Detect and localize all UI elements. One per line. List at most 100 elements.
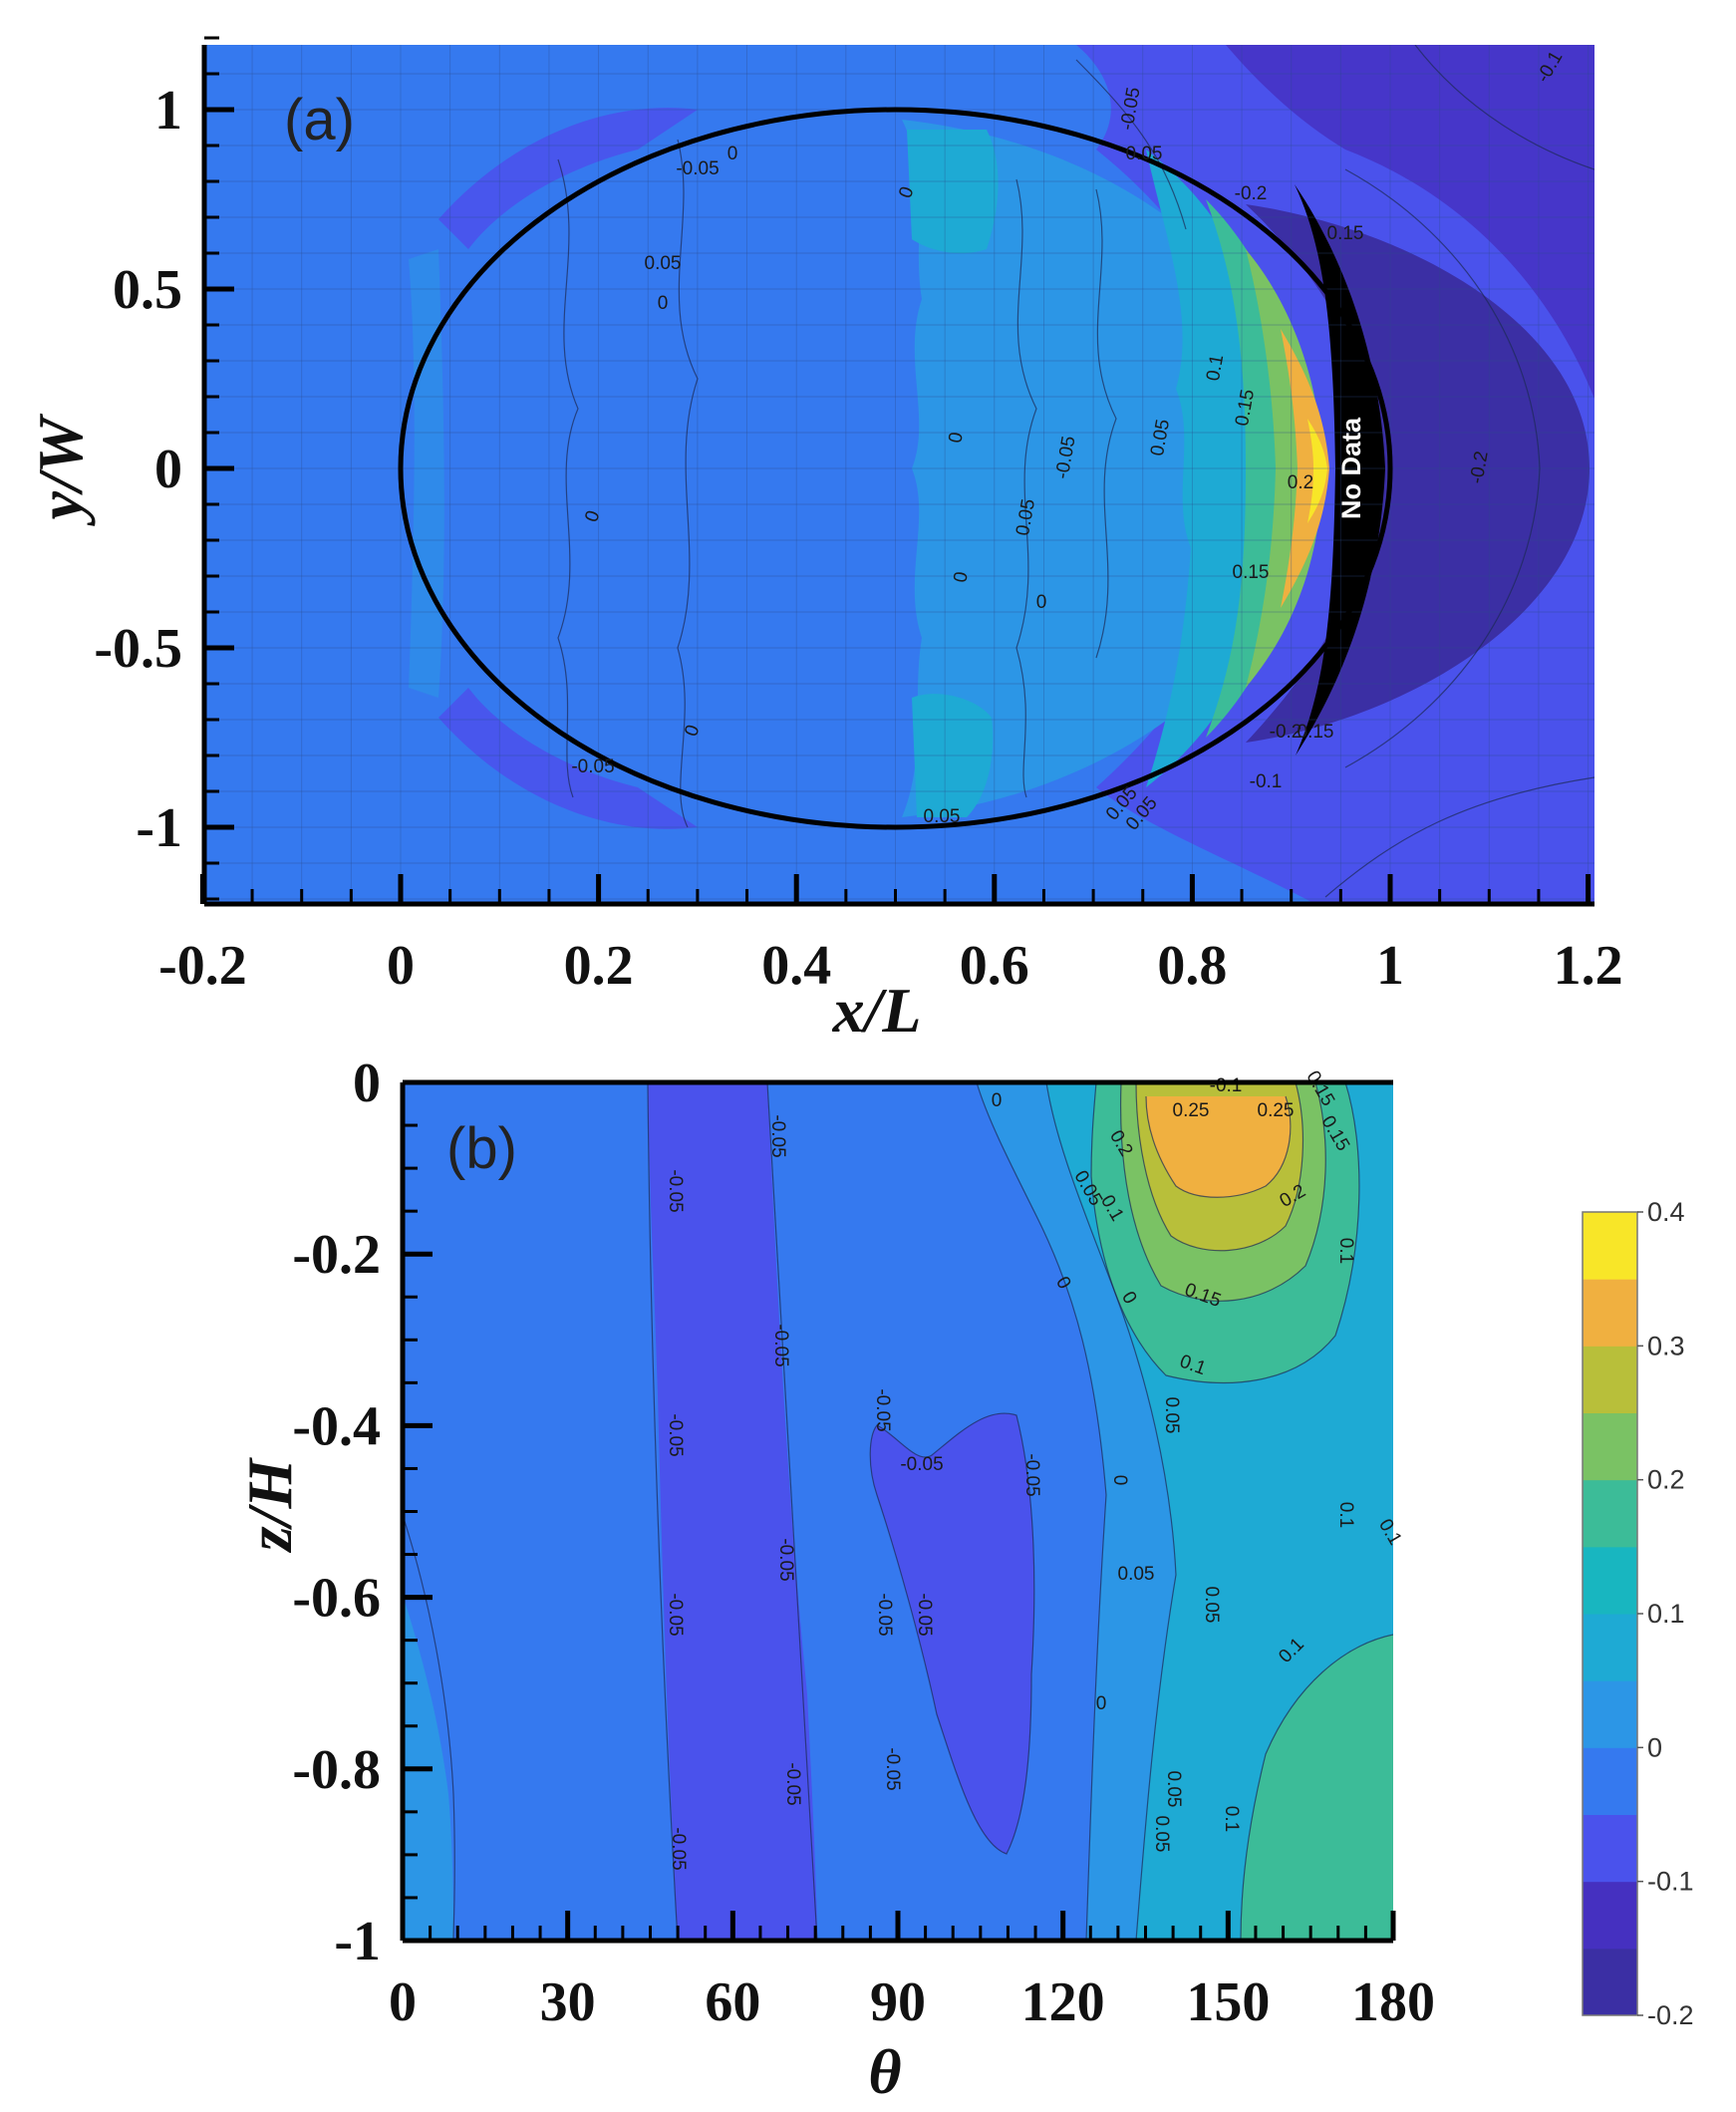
panel-b-x-tick-label: 60 (705, 1971, 760, 2033)
panel-b-contour-label: -0.05 (874, 1593, 895, 1636)
panel-a-y-tick-label: 0 (154, 439, 182, 500)
panel-b-contour-line (1135, 1082, 1304, 1252)
panel-a-y-tick-label: -1 (136, 797, 182, 859)
panel-b-contour-line (1045, 1082, 1177, 1941)
colorbar-swatch (1583, 1279, 1637, 1347)
panel-b-contour-line (1145, 1095, 1292, 1198)
panel-a-y-axis-label: y/W (25, 413, 96, 526)
panel-a-bottom-patch (912, 694, 994, 817)
panel-b-y-tick-label: -0.2 (292, 1224, 381, 1286)
panel-b-lower-right-lobe (1241, 1635, 1393, 1941)
panel-b-contour-label: -0.05 (1021, 1453, 1042, 1496)
panel-a-contour-label: -0.2 (1235, 183, 1268, 204)
colorbar-swatch (1583, 1412, 1637, 1481)
panel-a-side-lobe-top (438, 108, 698, 249)
panel-a-body-outline (398, 107, 1393, 830)
panel-b-contour-line (1090, 1082, 1360, 1384)
colorbar-swatch (1583, 1747, 1637, 1815)
colorbar-ticks: 0.4 0.3 0.2 0.1 0 -0.1 -0.2 (1637, 1197, 1694, 2030)
panel-a-x-tick-label: 0 (387, 935, 415, 997)
panel-b-contour-label: -0.05 (665, 1593, 686, 1636)
colorbar-swatch (1583, 1479, 1637, 1548)
panel-b-contour-label: 0 (992, 1090, 1003, 1111)
panel-a-contour-label: 0 (950, 570, 973, 584)
panel-a-contour-label: 0.15 (1298, 722, 1334, 743)
colorbar-swatch (1583, 1212, 1637, 1280)
panel-a-contour-label: 0.15 (1327, 223, 1364, 244)
panel-a-contour-line (677, 139, 699, 828)
panel-a-contour-line (1075, 59, 1187, 230)
panel-a-top-patch (907, 130, 999, 254)
panel-b-contour-label: 0.05 (1163, 1771, 1184, 1808)
panel-a-contour-line (1324, 776, 1594, 898)
panel-a-contour-label: 0 (727, 144, 738, 164)
panel-a-y-tick-label: 1 (154, 80, 182, 142)
colorbar-tick-label: -0.1 (1647, 1867, 1694, 1897)
panel-a-contour-label: -0.05 (571, 756, 614, 777)
panel-b-contour-label: 0.05 (1151, 1816, 1172, 1853)
panel-a-contour-label: 0.05 (645, 253, 682, 274)
colorbar-tick-label: 0.1 (1647, 1599, 1685, 1629)
panel-b-x-tick-label: 180 (1351, 1971, 1435, 2033)
panel-a-contour-label: 0 (658, 293, 669, 314)
panel-a-y-tick-label: -0.5 (94, 618, 182, 680)
panel-a-contour-line (557, 158, 579, 798)
panel-a-rear-band-3 (1246, 249, 1323, 688)
panel-b-ticks: 0 30 60 90 120 150 180 0 -0.2 -0.4 -0.6 -0.8 -1 (292, 1053, 1435, 2033)
panel-b-contour-label: -0.1 (1210, 1075, 1243, 1096)
panel-b-x-tick-label: 150 (1186, 1971, 1270, 2033)
panel-b-x-tick-label: 0 (389, 1971, 417, 2033)
panel-b-contour-label: 0.05 (1118, 1564, 1155, 1585)
colorbar-tick-label: 0.4 (1647, 1197, 1685, 1227)
panel-b-label: (b) (446, 1116, 517, 1181)
panel-b-x-axis-label: θ (868, 2036, 901, 2107)
panel-a-wake-corner (1226, 45, 1594, 399)
panel-b-contour-label: 0.25 (1173, 1100, 1210, 1121)
colorbar-swatch (1583, 1948, 1637, 2016)
panel-a-contour-label: 0.15 (1233, 562, 1270, 583)
panel-b-y-tick-label: -0.6 (292, 1568, 381, 1630)
panel-a-rear-band-4 (1281, 329, 1329, 608)
panel-b-contour-label: -0.05 (668, 1827, 689, 1870)
panel-a-x-tick-label: 1 (1376, 935, 1404, 997)
colorbar-swatch (1583, 1814, 1637, 1883)
panel-a-contour-label: 0.2 (1288, 472, 1313, 493)
panel-a-contour-lines (557, 45, 1594, 898)
panel-b-contour-line (1240, 1634, 1393, 1941)
panel-b-contour-label: -0.05 (775, 1538, 796, 1581)
colorbar-tick-label: 0.3 (1647, 1331, 1685, 1360)
panel-b-contour-label: 0.1 (1335, 1238, 1356, 1264)
panel-b-contour-label: 0.1 (1335, 1502, 1356, 1528)
panel-a-contour-label: -0.2 (1270, 722, 1302, 743)
panel-a-no-data-crescent (1295, 184, 1385, 755)
panel-a-contour-field (204, 45, 1594, 904)
panel-b-contour-line (1120, 1082, 1326, 1302)
panel-a-contour-label: -0.05 (676, 158, 719, 179)
panel-b: -0.05 -0.05 -0.05 -0.05 -0.05 -0.05 -0.05 -0.05… (234, 1053, 1435, 2107)
panel-b-contour-label: -0.05 (882, 1747, 903, 1790)
colorbar-swatch (1583, 1346, 1637, 1413)
panel-a-contour-label: 0 (1036, 592, 1047, 613)
panel-b-contour-label: 0.05 (1201, 1587, 1222, 1624)
panel-b-y-tick-label: -0.8 (292, 1739, 381, 1801)
panel-a-x-tick-label: 0.4 (761, 935, 831, 997)
panel-b-contour-label: 0.05 (1161, 1397, 1182, 1434)
panel-b-contour-label: -0.05 (767, 1114, 788, 1157)
panel-a-contour-line (1095, 188, 1117, 659)
panel-b-hot-core (1146, 1096, 1291, 1198)
colorbar-tick-label: -0.2 (1647, 2000, 1694, 2030)
colorbar-swatch (1583, 1614, 1637, 1681)
panel-a-contour-line (1015, 178, 1037, 798)
panel-b-contour-label: -0.05 (900, 1454, 943, 1475)
panel-b-contour-label: -0.05 (914, 1593, 935, 1636)
panel-b-contour-lines (403, 1082, 1393, 1941)
colorbar-tick-label: 0.2 (1647, 1465, 1685, 1495)
panel-b-negative-pocket (870, 1413, 1034, 1854)
panel-b-contour-line (403, 1514, 455, 1941)
colorbar: 0.4 0.3 0.2 0.1 0 -0.1 -0.2 (1582, 1197, 1694, 2030)
colorbar-tick-label: 0 (1647, 1732, 1662, 1762)
panel-b-contour-field (403, 1082, 1393, 1941)
panel-a-label: (a) (284, 88, 355, 152)
